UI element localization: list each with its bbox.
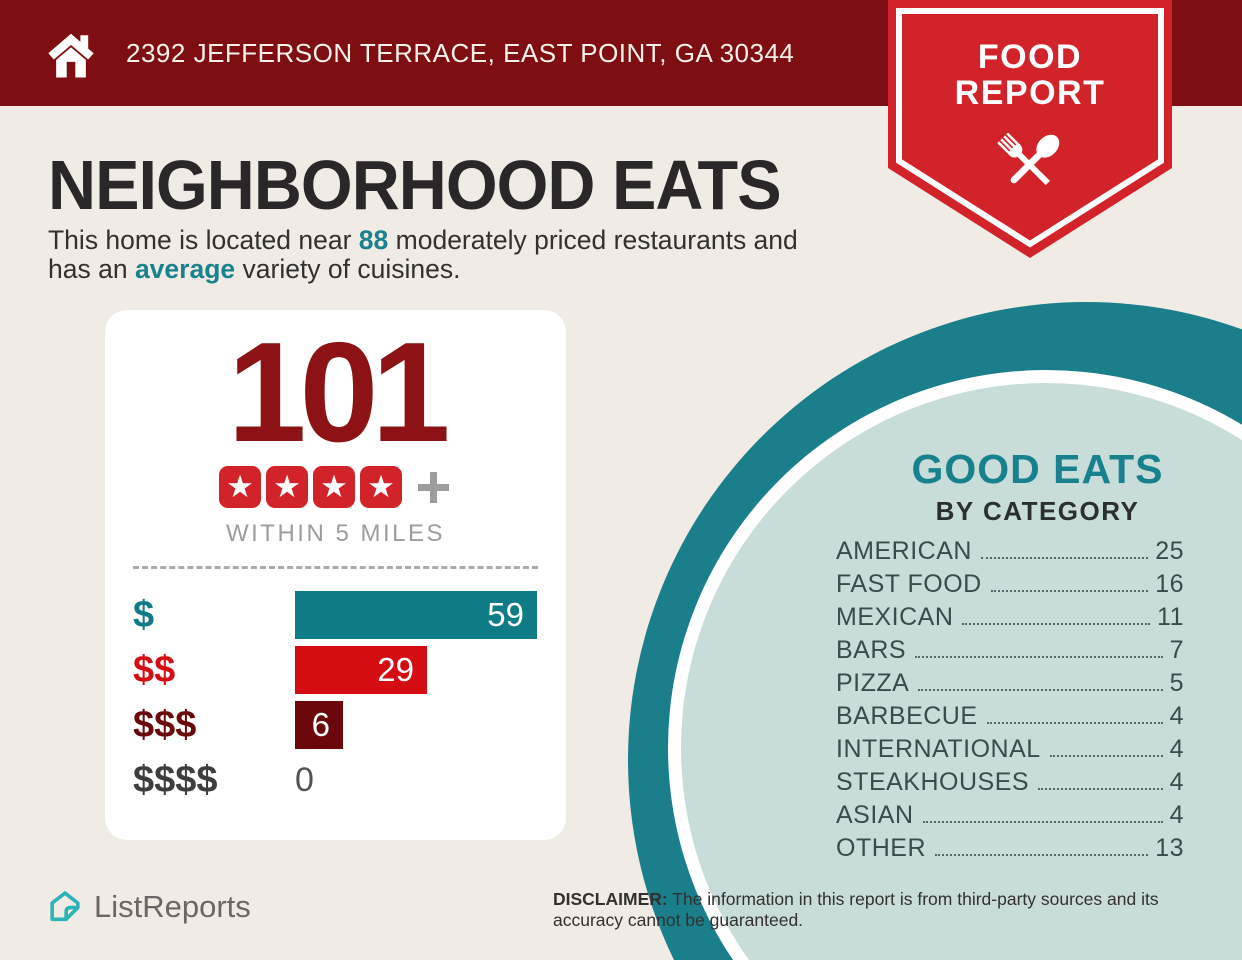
category-label: AMERICAN [836,537,972,565]
price-tier-label: $$ [133,649,176,691]
plus-icon [415,469,452,506]
category-row: AMERICAN 25 [836,537,1184,570]
category-label: FAST FOOD [836,570,982,598]
category-value: 13 [1155,834,1184,862]
ribbon-title-line1: FOOD [977,38,1083,76]
ribbon-title-line2: REPORT [954,74,1106,112]
dots-leader [980,557,1149,559]
category-label: INTERNATIONAL [836,735,1041,763]
restaurant-count: 101 [227,313,451,472]
category-value: 4 [1169,735,1184,763]
category-row: PIZZA 5 [836,669,1184,702]
subtitle-text: variety of cuisines. [235,254,461,284]
dots-leader [1038,788,1163,790]
price-row: $$$ 6 [133,701,538,749]
subtitle-text: This home is located near [48,225,359,255]
price-row: $$ 29 [133,646,538,694]
star-icon: ★ [313,466,355,508]
dots-leader [922,821,1163,823]
price-bar-value: 29 [377,651,414,688]
category-row: FAST FOOD 16 [836,570,1184,603]
good-eats-title: GOOD EATS [911,446,1164,492]
category-value: 25 [1155,537,1184,565]
category-row: BARS 7 [836,636,1184,669]
dots-leader [990,590,1149,592]
disclaimer: DISCLAIMER: The information in this repo… [553,889,1203,930]
price-bar: 29 [295,646,427,694]
category-row: ASIAN 4 [836,801,1184,834]
category-row: MEXICAN 11 [836,603,1184,636]
category-value: 7 [1169,636,1184,664]
category-label: MEXICAN [836,603,954,631]
category-row: BARBECUE 4 [836,702,1184,735]
price-tier-label: $ [133,594,155,636]
good-eats-header: GOOD EATS BY CATEGORY [860,446,1215,527]
category-value: 16 [1155,570,1184,598]
restaurant-count-highlight: 88 [358,225,389,255]
brand-name: ListReports [94,889,251,924]
dots-leader [918,689,1163,691]
price-tier-label: $$$$ [133,759,218,801]
category-value: 5 [1169,669,1184,697]
category-label: ASIAN [836,801,914,829]
dots-leader [986,722,1163,724]
disclaimer-label: DISCLAIMER: [553,889,668,909]
category-value: 4 [1169,768,1184,796]
star-icon: ★ [360,466,402,508]
category-label: BARBECUE [836,702,978,730]
page-subtitle: This home is located near 88 moderately … [48,226,868,284]
category-row: OTHER 13 [836,834,1184,867]
category-value: 11 [1157,603,1184,631]
price-bar: 59 [295,591,537,639]
disclaimer-text: The information in this report is from t… [553,889,1159,930]
dots-leader [915,656,1163,658]
variety-highlight: average [134,254,236,284]
price-tier-label: $$$ [133,704,197,746]
home-icon [48,33,94,78]
dashed-divider [133,566,538,569]
page-title: NEIGHBORHOOD EATS [48,146,782,224]
dots-leader [1049,755,1163,757]
category-row: INTERNATIONAL 4 [836,735,1184,768]
radius-caption: WITHIN 5 MILES [225,520,446,547]
price-row: $$$$ 0 [133,756,538,804]
property-address: 2392 JEFFERSON TERRACE, EAST POINT, GA 3… [126,37,795,68]
summary-card: 101 ★ ★ ★ ★ WITHIN 5 MILES $ 59 $$ [105,310,566,840]
brand-logo: ListReports [46,888,251,926]
listreports-logo-icon [50,891,80,922]
category-label: STEAKHOUSES [836,768,1030,796]
subtitle-text: moderately priced restaurants and has an [48,225,798,284]
good-eats-list: AMERICAN 25 FAST FOOD 16 MEXICAN 11 BARS 7 P… [836,537,1184,867]
price-row: $ 59 [133,591,538,639]
ribbon-shape [888,0,1172,258]
food-report-ribbon: FOOD REPORT [888,0,1172,266]
category-label: OTHER [836,834,926,862]
dots-leader [962,623,1151,625]
category-row: STEAKHOUSES 4 [836,768,1184,801]
star-icon: ★ [266,466,308,508]
category-value: 4 [1169,801,1184,829]
price-bar-value: 6 [311,706,330,743]
category-value: 4 [1169,702,1184,730]
star-rating: ★ ★ ★ ★ [105,466,566,508]
price-bar-value: 59 [487,596,524,633]
crossed-spoon-fork-icon [997,132,1060,186]
price-tier-bar-chart: $ 59 $$ 29 $$$ 6 [133,591,538,811]
good-eats-subtitle: BY CATEGORY [935,496,1140,526]
price-bar: 6 [295,701,343,749]
category-label: BARS [836,636,907,664]
dots-leader [935,854,1149,856]
star-icon: ★ [219,466,261,508]
price-bar-value: 0 [295,761,314,799]
category-label: PIZZA [836,669,910,697]
